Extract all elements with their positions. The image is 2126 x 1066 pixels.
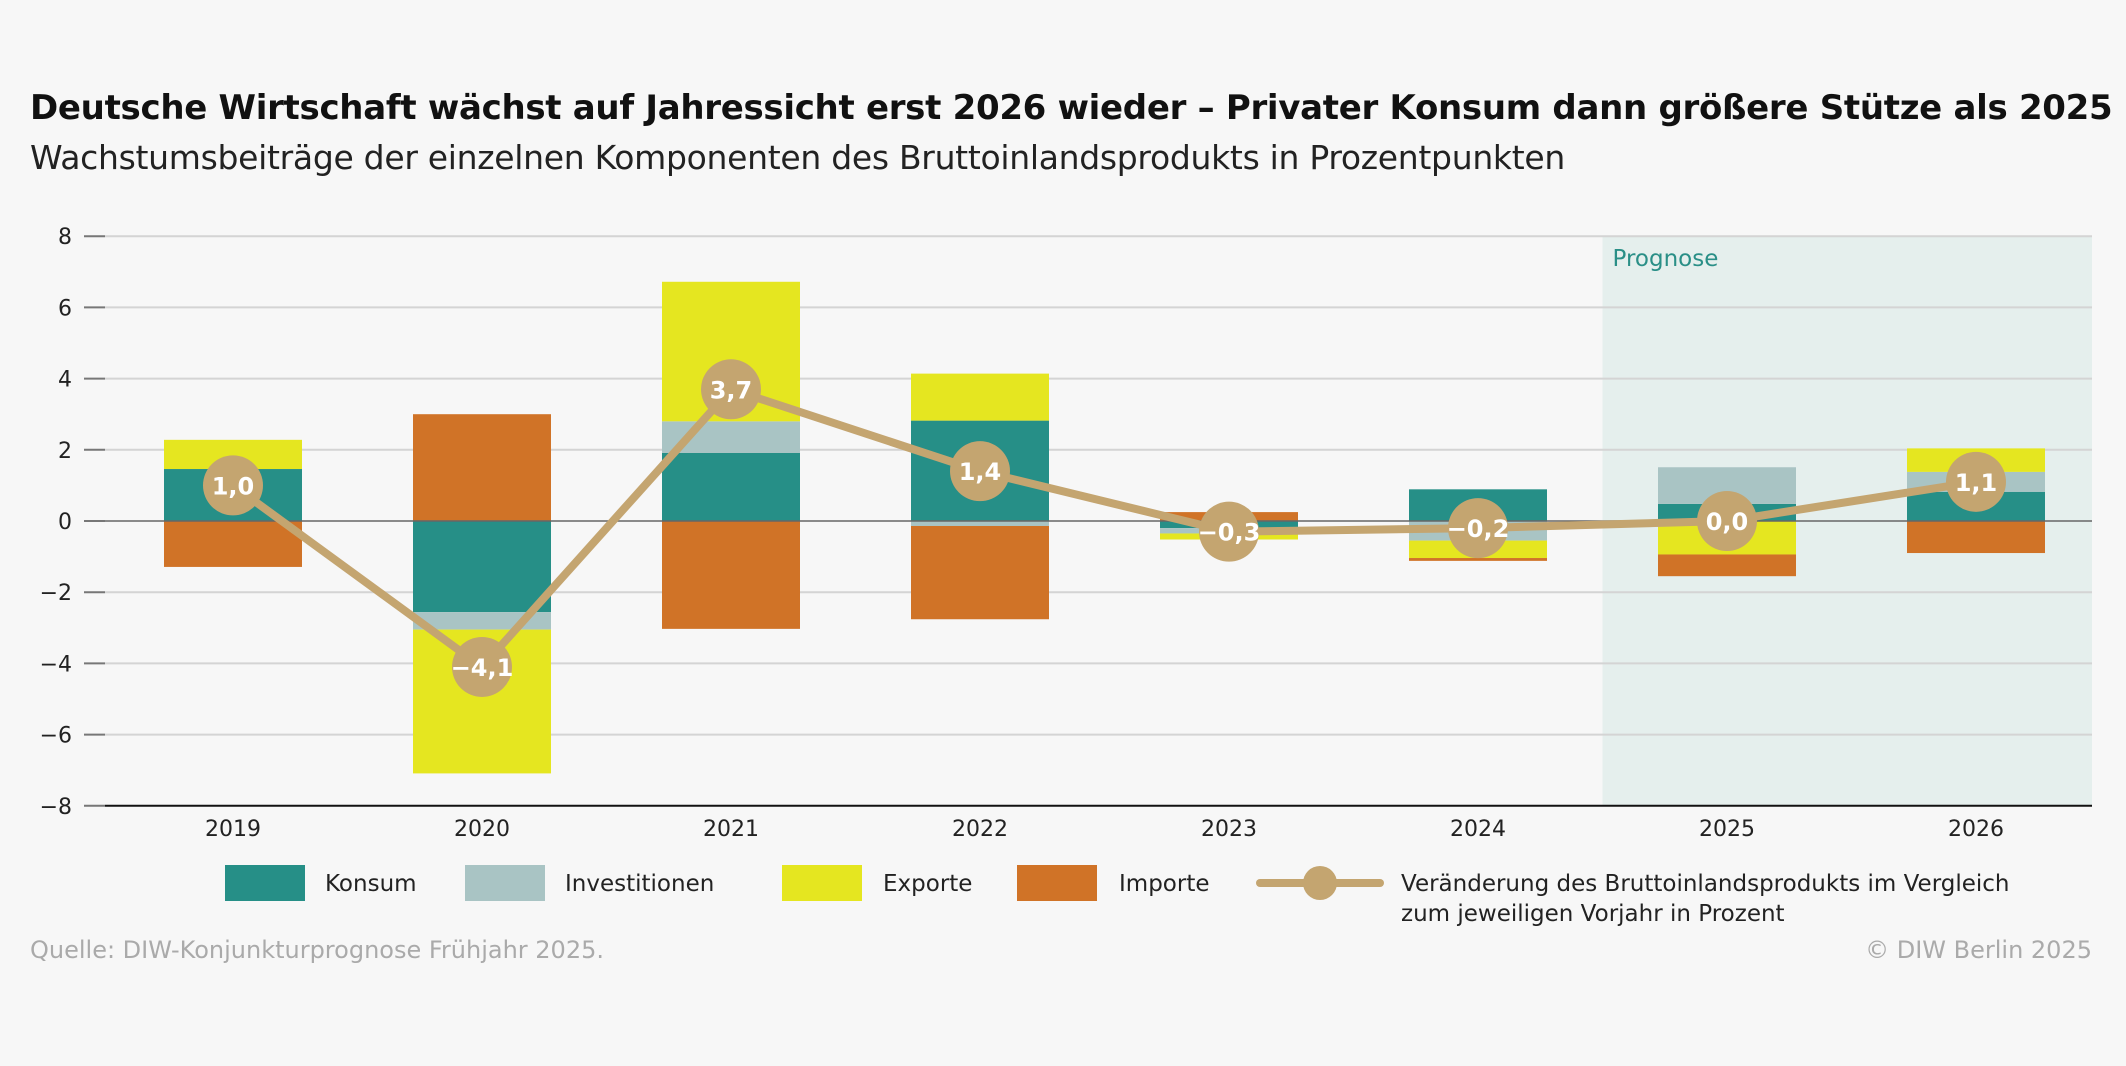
legend-label-konsum: Konsum <box>325 871 417 897</box>
y-tick-label: −4 <box>40 652 72 677</box>
gdp-point-2023 <box>1199 501 1259 562</box>
legend-line-marker <box>1303 866 1337 900</box>
x-tick-label: 2026 <box>1948 817 2004 842</box>
gdp-point-2024 <box>1448 498 1508 559</box>
legend-swatch-exporte <box>782 865 862 901</box>
bar-importe-2020 <box>413 414 551 521</box>
chart-title: Deutsche Wirtschaft wächst auf Jahressic… <box>30 88 2113 128</box>
x-tick-label: 2019 <box>205 817 261 842</box>
bar-konsum-2021 <box>662 453 800 521</box>
y-tick-label: 6 <box>58 296 72 321</box>
y-tick-label: 2 <box>58 439 72 464</box>
gdp-point-2026 <box>1946 451 2006 512</box>
bar-importe-2019 <box>164 521 302 567</box>
bar-importe-2022 <box>911 525 1049 620</box>
y-tick-label: 0 <box>58 510 72 535</box>
gdp-point-2020 <box>452 636 512 697</box>
gdp-point-label: 1,0 <box>212 472 255 500</box>
gdp-point-label: 1,1 <box>1955 469 1998 497</box>
legend-label-investitionen: Investitionen <box>565 871 714 897</box>
bar-importe-2026 <box>1907 521 2045 554</box>
gdp-point-label: 3,7 <box>710 376 753 404</box>
y-tick-label: −6 <box>40 724 72 749</box>
bar-investitionen-2022 <box>911 521 1049 526</box>
source-note: Quelle: DIW-Konjunkturprognose Frühjahr … <box>30 936 604 964</box>
gdp-point-label: 0,0 <box>1706 508 1749 536</box>
gdp-point-2022 <box>950 441 1010 502</box>
x-tick-label: 2023 <box>1201 817 1257 842</box>
x-tick-label: 2021 <box>703 817 759 842</box>
gdp-point-2021 <box>701 359 761 420</box>
gdp-point-2025 <box>1697 491 1757 551</box>
bar-exporte-2022 <box>911 373 1049 421</box>
bar-importe-2024 <box>1409 558 1547 561</box>
bar-importe-2021 <box>662 521 800 629</box>
legend-swatch-konsum <box>225 865 305 901</box>
y-tick-label: −2 <box>40 581 72 606</box>
gdp-line <box>230 385 1977 671</box>
legend-label-gdp: zum jeweiligen Vorjahr in Prozent <box>1401 901 1785 927</box>
legend-label-exporte: Exporte <box>883 871 972 897</box>
copyright: © DIW Berlin 2025 <box>1865 936 2092 964</box>
legend-swatch-importe <box>1017 865 1097 901</box>
gdp-point-label: −0,3 <box>1198 519 1261 547</box>
gdp-point-2019 <box>203 455 263 516</box>
forecast-label: Prognose <box>1613 246 1719 272</box>
gdp-point-label: −0,2 <box>1447 515 1510 543</box>
bar-importe-2025 <box>1658 554 1796 577</box>
chart-subtitle: Wachstumsbeiträge der einzelnen Komponen… <box>30 138 1566 177</box>
x-tick-label: 2020 <box>454 817 510 842</box>
legend-label-importe: Importe <box>1119 871 1209 897</box>
legend-swatch-investitionen <box>465 865 545 901</box>
x-tick-label: 2025 <box>1699 817 1755 842</box>
bar-konsum-2020 <box>413 521 551 613</box>
x-tick-label: 2024 <box>1450 817 1506 842</box>
x-tick-label: 2022 <box>952 817 1008 842</box>
y-tick-label: 4 <box>58 368 72 393</box>
y-tick-label: −8 <box>40 795 72 820</box>
gdp-point-label: 1,4 <box>959 458 1002 486</box>
y-tick-label: 8 <box>58 225 72 250</box>
legend-label-gdp: Veränderung des Bruttoinlandsprodukts im… <box>1401 871 2010 897</box>
gdp-point-label: −4,1 <box>451 654 514 682</box>
